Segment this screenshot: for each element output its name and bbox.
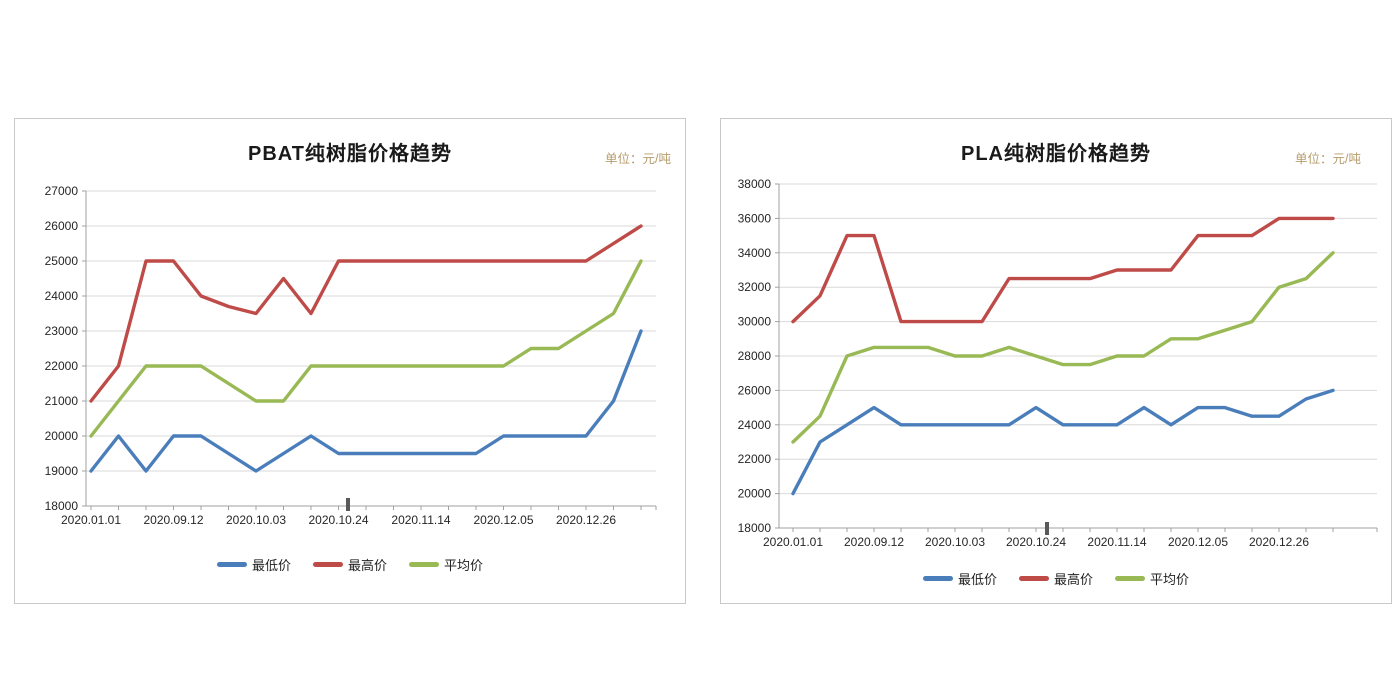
axis-ticks-group [82, 190, 657, 510]
y-tick-label: 27000 [45, 184, 79, 198]
legend-label: 最高价 [1053, 572, 1093, 587]
legend-item-lowest-price: 最低价 [922, 569, 997, 588]
y-tick-label: 18000 [738, 521, 772, 535]
x-tick-label: 2020.12.05 [473, 513, 533, 527]
x-tick-label: 2020.11.14 [391, 513, 450, 527]
legend-swatch-highest-price [1018, 576, 1049, 581]
series-line-average-price [89, 259, 643, 438]
chart-legend: 最低价 最高价 平均价 [721, 569, 1391, 588]
x-tick-label: 2020.12.05 [1168, 535, 1228, 549]
y-tick-label: 24000 [738, 418, 772, 432]
gridlines-group [86, 190, 656, 472]
y-tick-label: 20000 [738, 487, 772, 501]
legend-label: 平均价 [1150, 572, 1190, 587]
y-tick-label: 36000 [738, 211, 772, 225]
pbat-price-trend-chart-panel: 27000 26000 25000 24000 23000 22000 21000 20000… [14, 118, 686, 604]
x-tick-label: 2020.12.26 [556, 513, 616, 527]
y-axis-labels-group: 38000 36000 34000 32000 30000 28000 26000 24000… [738, 177, 772, 535]
legend-item-average-price: 平均价 [1115, 569, 1189, 588]
gridlines-group [779, 183, 1377, 495]
legend-swatch-lowest-price [922, 576, 953, 581]
x-tick-label: 2020.11.14 [1087, 535, 1146, 549]
legend-swatch-average-price [409, 562, 439, 567]
series-line-highest-price [89, 224, 643, 403]
chart-legend: 最低价 最高价 平均价 [15, 555, 685, 574]
legend-item-highest-price: 最高价 [312, 555, 387, 574]
y-tick-label: 22000 [738, 452, 772, 466]
x-tick-label: 2020.10.24 [308, 513, 368, 527]
legend-item-lowest-price: 最低价 [216, 555, 291, 574]
series-line-highest-price [791, 216, 1335, 324]
axis-ticks-group [775, 183, 1378, 532]
y-tick-label: 32000 [738, 280, 772, 294]
y-tick-label: 25000 [45, 254, 79, 268]
pbat-plot-area: 27000 26000 25000 24000 23000 22000 21000 20000… [45, 184, 657, 527]
y-tick-label: 22000 [45, 359, 79, 373]
series-line-lowest-price [791, 388, 1335, 496]
y-tick-label: 26000 [738, 383, 772, 397]
legend-item-highest-price: 最高价 [1018, 569, 1093, 588]
x-tick-label: 2020.10.24 [1006, 535, 1066, 549]
unit-label: 单位：元/吨 [1295, 152, 1361, 166]
legend-item-average-price: 平均价 [409, 555, 483, 574]
pla-plot-area: 38000 36000 34000 32000 30000 28000 26000 24000… [738, 177, 1378, 549]
pla-price-trend-chart-panel: 38000 36000 34000 32000 30000 28000 26000 24000… [720, 118, 1392, 604]
series-line-lowest-price [89, 329, 643, 473]
chart-title: PLA纯树脂价格趋势 [961, 143, 1151, 165]
y-tick-label: 19000 [45, 464, 79, 478]
legend-swatch-highest-price [312, 562, 343, 567]
y-tick-label: 20000 [45, 429, 79, 443]
y-tick-label: 24000 [45, 289, 79, 303]
y-tick-label: 21000 [45, 394, 79, 408]
legend-label: 最高价 [347, 558, 387, 573]
x-tick-label: 2020.01.01 [763, 535, 823, 549]
x-axis-labels-group: 2020.01.01 2020.09.12 2020.10.03 2020.10.24… [763, 535, 1309, 549]
y-tick-label: 30000 [738, 315, 772, 329]
legend-label: 平均价 [444, 558, 484, 573]
y-tick-label: 18000 [45, 499, 79, 513]
x-tick-label: 2020.09.12 [844, 535, 904, 549]
legend-swatch-lowest-price [216, 562, 247, 567]
legend-label: 最低价 [251, 558, 291, 573]
x-tick-label: 2020.12.26 [1249, 535, 1309, 549]
x-tick-label: 2020.01.01 [61, 513, 121, 527]
x-tick-label: 2020.10.03 [925, 535, 985, 549]
x-tick-label: 2020.09.12 [143, 513, 203, 527]
chart-title: PBAT纯树脂价格趋势 [248, 143, 452, 165]
cursor-artifact [1045, 522, 1049, 535]
series-line-average-price [791, 251, 1335, 444]
legend-swatch-average-price [1115, 576, 1145, 581]
y-tick-label: 34000 [738, 246, 772, 260]
y-tick-label: 23000 [45, 324, 79, 338]
y-tick-label: 26000 [45, 219, 79, 233]
legend-label: 最低价 [957, 572, 997, 587]
cursor-artifact [346, 498, 350, 511]
y-tick-label: 38000 [738, 177, 772, 191]
y-axis-labels-group: 27000 26000 25000 24000 23000 22000 21000 20000… [45, 184, 79, 513]
x-tick-label: 2020.10.03 [226, 513, 286, 527]
y-tick-label: 28000 [738, 349, 772, 363]
x-axis-labels-group: 2020.01.01 2020.09.12 2020.10.03 2020.10.24… [61, 513, 616, 527]
unit-label: 单位：元/吨 [605, 152, 671, 166]
